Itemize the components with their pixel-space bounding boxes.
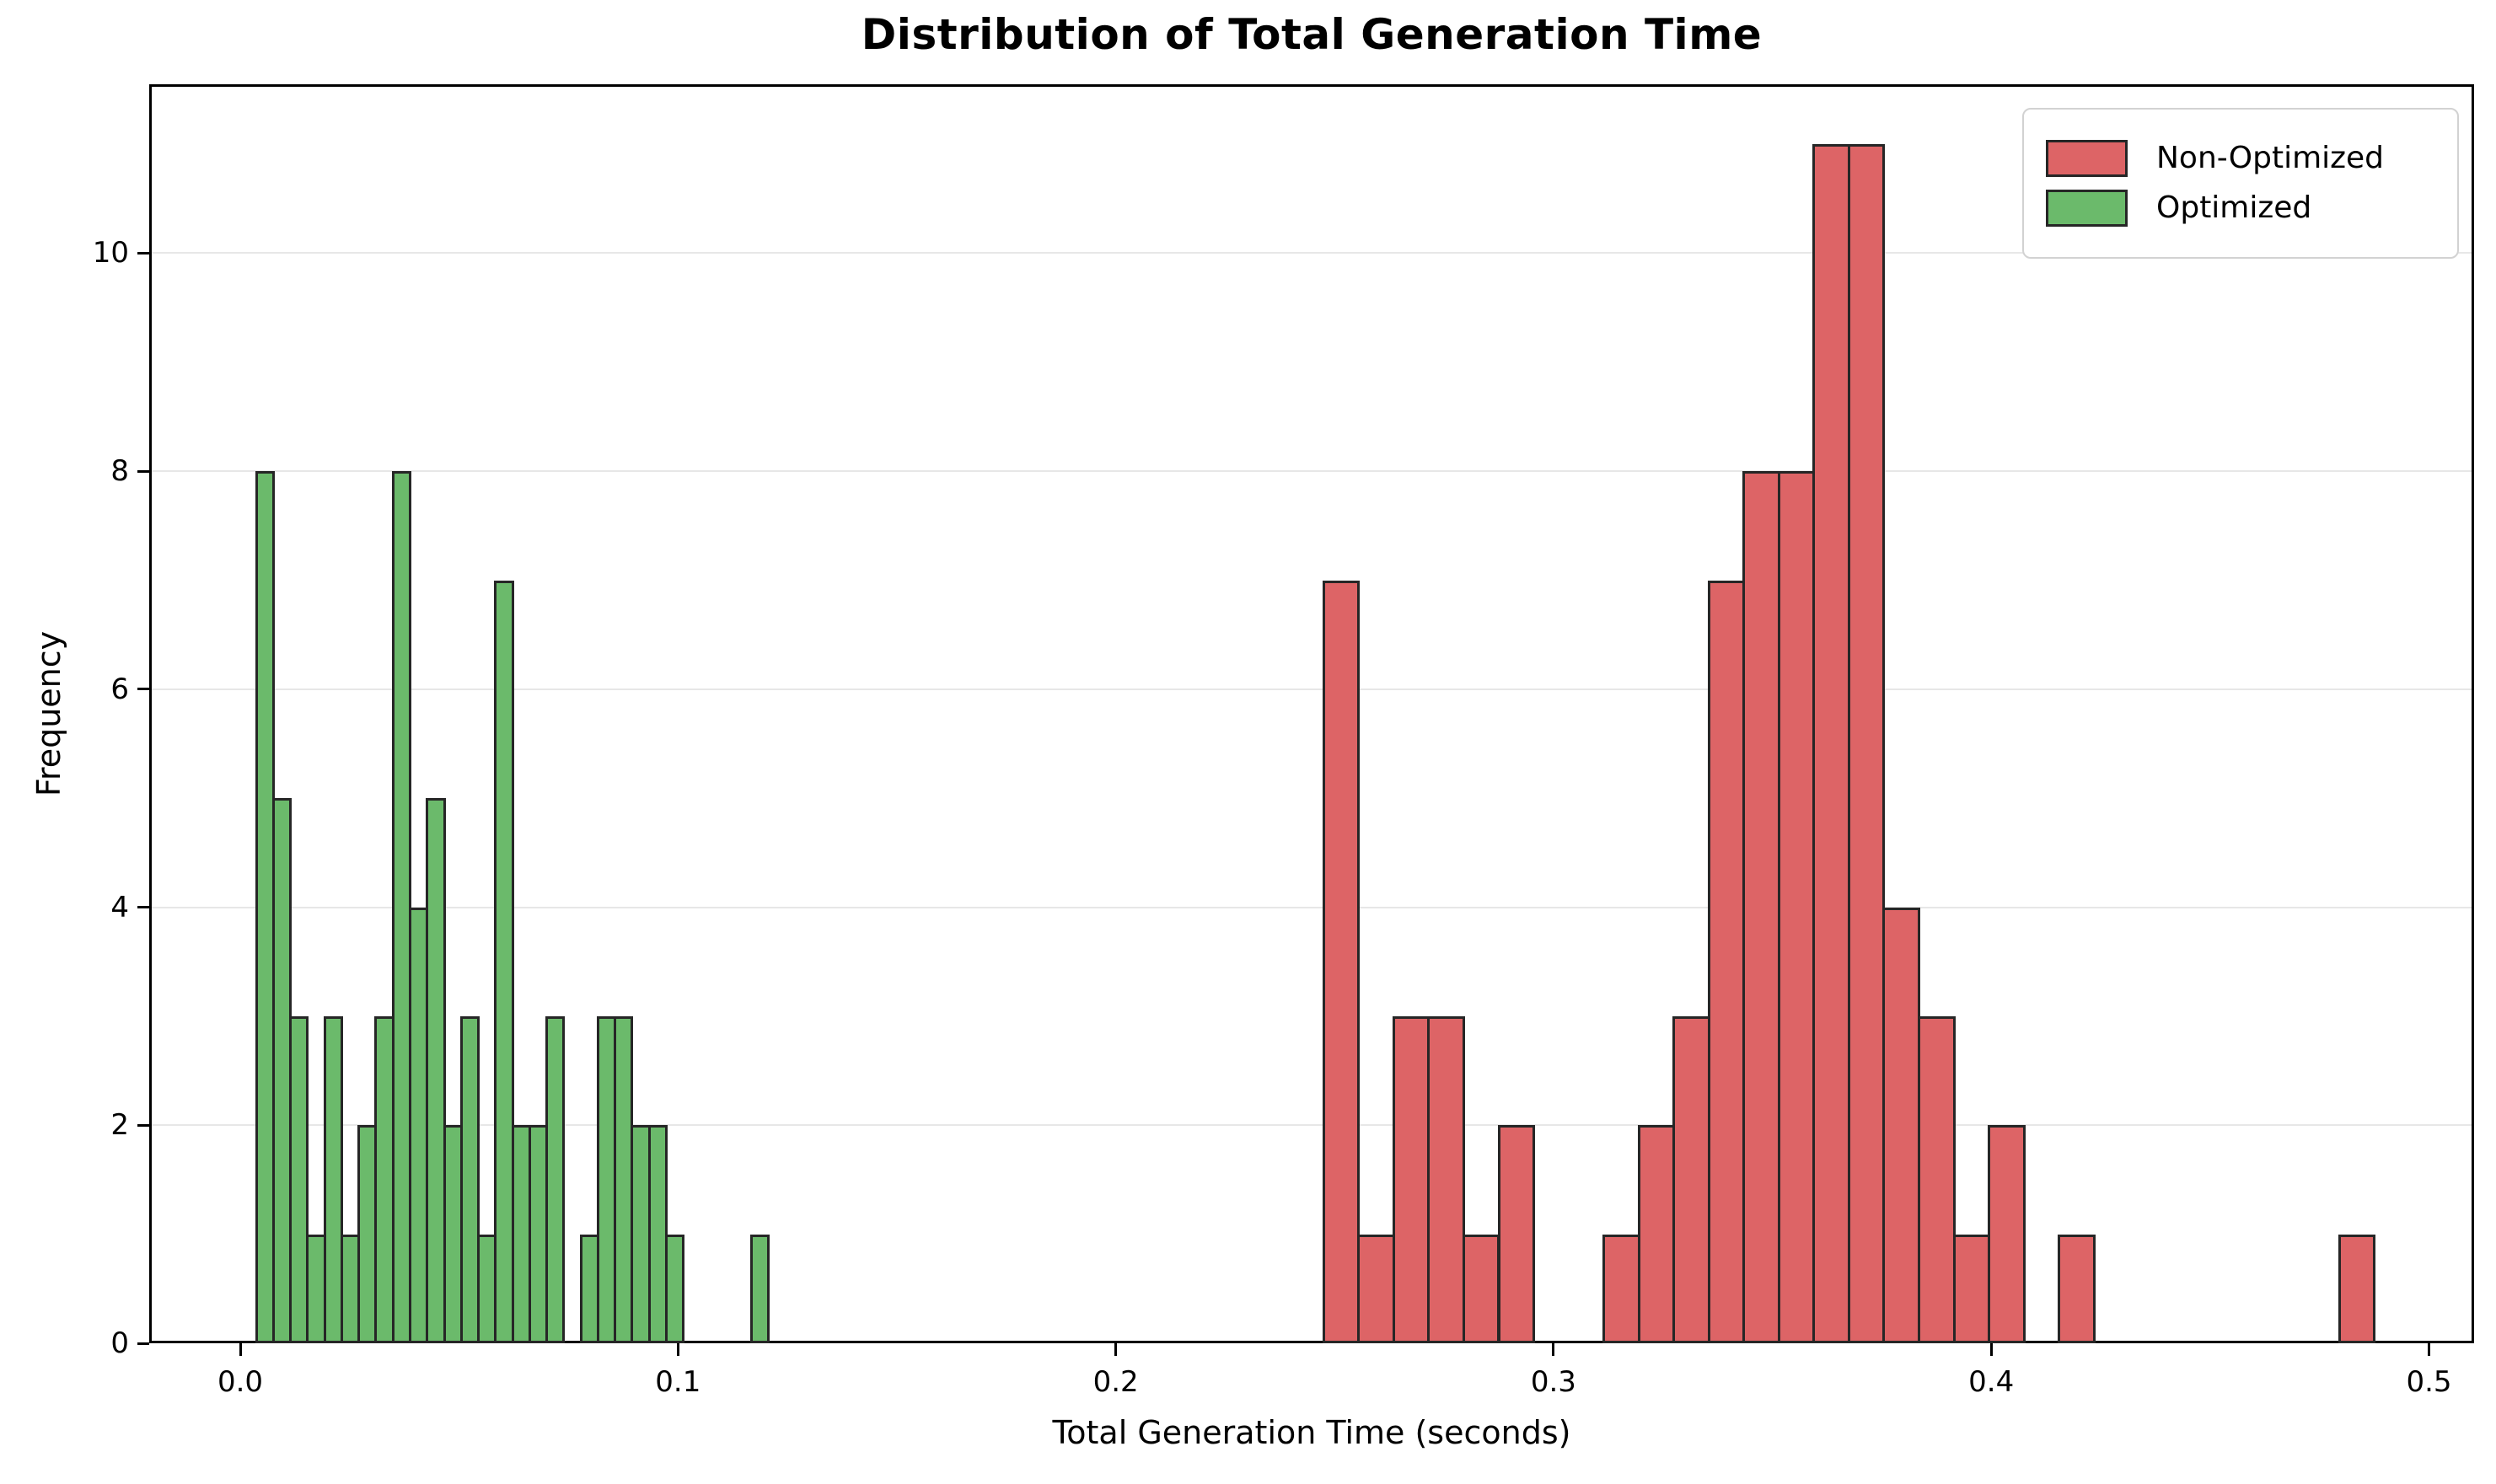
histogram-bar xyxy=(1882,907,1920,1343)
histogram-bar xyxy=(459,1015,480,1343)
y-tick-mark xyxy=(137,1342,149,1345)
histogram-bar xyxy=(1707,580,1746,1343)
x-tick-label: 0.0 xyxy=(217,1365,264,1399)
gridline xyxy=(152,906,2472,908)
histogram-bar xyxy=(1777,471,1816,1343)
legend-label-optimized: Optimized xyxy=(2156,190,2312,226)
x-tick-label: 0.4 xyxy=(1968,1365,2015,1399)
gridline xyxy=(152,252,2472,254)
histogram-bar xyxy=(1357,1234,1395,1343)
histogram-bar xyxy=(1322,580,1361,1343)
chart-title: Distribution of Total Generation Time xyxy=(861,10,1763,59)
histogram-bar xyxy=(1462,1234,1500,1343)
histogram-bar xyxy=(2058,1234,2096,1343)
y-tick-label: 0 xyxy=(110,1326,129,1360)
y-tick-mark xyxy=(137,688,149,691)
gridline xyxy=(152,470,2472,473)
y-tick-label: 4 xyxy=(110,890,129,924)
histogram-bar xyxy=(1812,144,1850,1343)
y-tick-mark xyxy=(137,906,149,909)
x-tick-mark xyxy=(676,1343,679,1356)
y-tick-label: 2 xyxy=(110,1108,129,1143)
histogram-bar xyxy=(494,580,514,1343)
histogram-bar xyxy=(750,1234,770,1343)
x-tick-mark xyxy=(1989,1343,1993,1356)
legend-swatch-optimized-icon xyxy=(2046,190,2128,228)
y-tick-label: 10 xyxy=(92,236,129,271)
histogram-bar xyxy=(1847,144,1886,1343)
gridline xyxy=(152,1124,2472,1127)
gridline xyxy=(152,688,2472,690)
y-axis-label: Frequency xyxy=(30,630,67,797)
x-tick-label: 0.5 xyxy=(2406,1365,2452,1399)
x-tick-mark xyxy=(239,1343,242,1356)
y-tick-label: 8 xyxy=(110,454,129,489)
y-tick-mark xyxy=(137,251,149,254)
y-tick-label: 6 xyxy=(110,672,129,706)
histogram-bar xyxy=(323,1015,343,1343)
legend-label-non-optimized: Non-Optimized xyxy=(2156,140,2385,175)
histogram-bar xyxy=(1497,1125,1536,1343)
x-tick-mark xyxy=(2428,1343,2430,1356)
histogram-bar xyxy=(1427,1015,1465,1343)
histogram-bar xyxy=(2338,1234,2376,1343)
histogram-bar xyxy=(1918,1015,1956,1343)
y-tick-mark xyxy=(137,1123,149,1127)
histogram-bar xyxy=(391,471,411,1343)
histogram-bar xyxy=(1392,1015,1431,1343)
legend-item-non-optimized: Non-Optimized xyxy=(2046,139,2435,177)
x-tick-mark xyxy=(1552,1343,1555,1356)
histogram-bar xyxy=(1602,1234,1640,1343)
histogram-bar xyxy=(664,1234,685,1343)
histogram-bar xyxy=(1988,1125,2026,1343)
legend: Non-Optimized Optimized xyxy=(2022,108,2459,259)
legend-swatch-non-optimized-icon xyxy=(2046,139,2128,177)
histogram-bar xyxy=(1672,1015,1710,1343)
x-tick-label: 0.1 xyxy=(655,1365,701,1399)
x-tick-mark xyxy=(1114,1343,1118,1356)
y-tick-mark xyxy=(137,469,149,473)
histogram-bar xyxy=(1742,471,1780,1343)
histogram-bar xyxy=(426,798,446,1343)
x-tick-label: 0.2 xyxy=(1092,1365,1139,1399)
histogram-bar xyxy=(1637,1125,1676,1343)
histogram-bar xyxy=(545,1015,566,1343)
histogram-bar xyxy=(1952,1234,1991,1343)
x-axis-label: Total Generation Time (seconds) xyxy=(1052,1414,1571,1451)
x-tick-label: 0.3 xyxy=(1530,1365,1576,1399)
legend-item-optimized: Optimized xyxy=(2046,190,2435,228)
histogram-bar xyxy=(289,1015,309,1343)
